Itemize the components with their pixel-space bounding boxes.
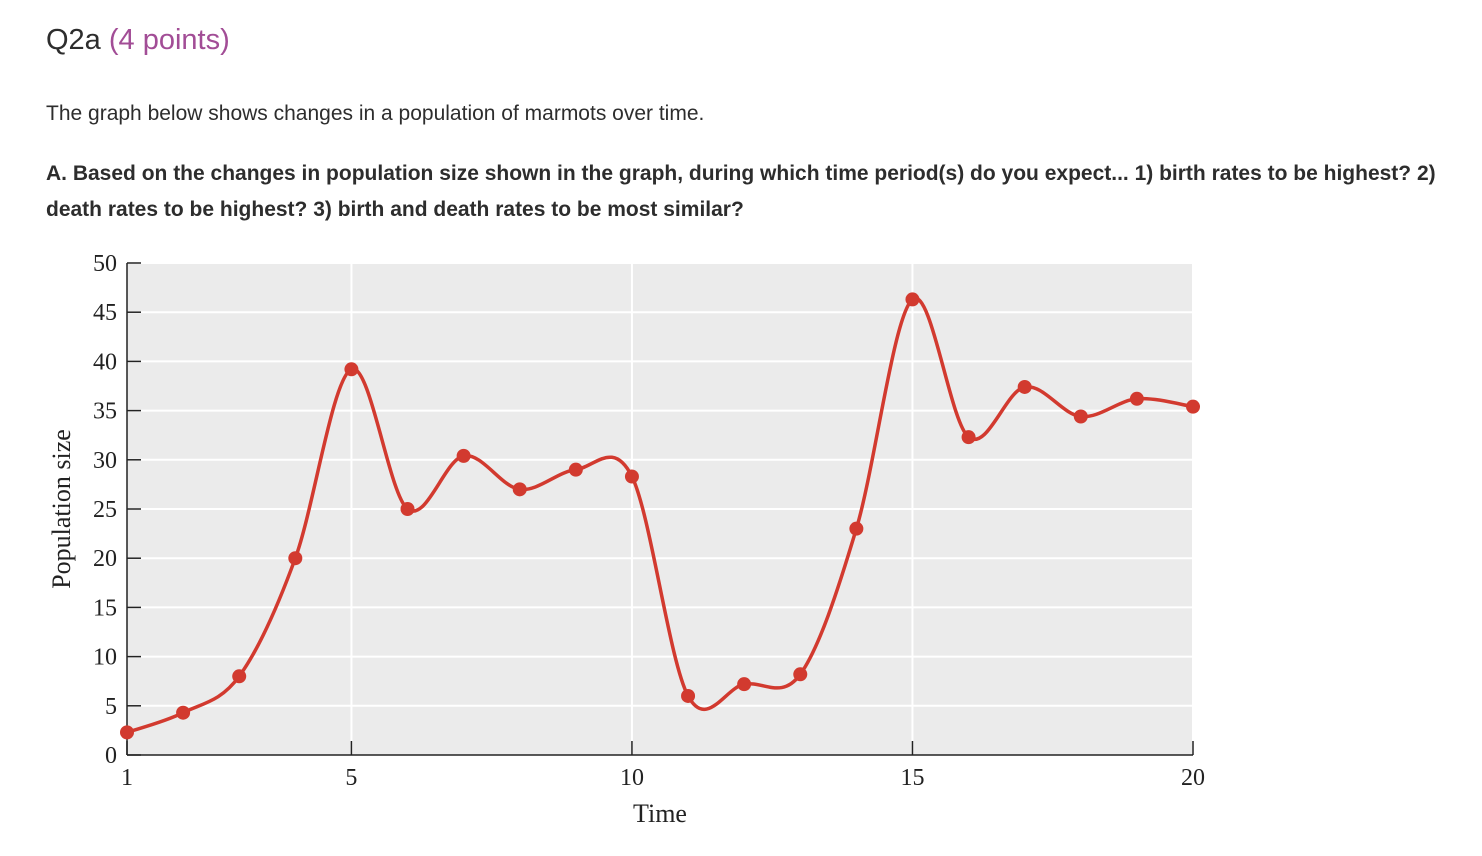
x-axis-label: Time (633, 799, 687, 828)
x-tick-label: 10 (620, 765, 644, 791)
data-point (568, 462, 583, 477)
y-tick-label: 10 (93, 645, 117, 671)
data-point (905, 292, 920, 307)
y-tick-label: 50 (93, 251, 117, 277)
data-point (793, 667, 808, 682)
question-points: (4 points) (108, 24, 230, 56)
y-tick-label: 35 (93, 399, 117, 425)
x-tick-label: 15 (900, 765, 924, 791)
x-tick-label: 5 (345, 765, 357, 791)
x-tick-label: 20 (1181, 765, 1205, 791)
data-point (288, 551, 303, 566)
data-point (849, 521, 864, 536)
y-axis-label: Population size (47, 429, 76, 589)
data-point (1186, 399, 1200, 414)
y-tick-label: 5 (105, 694, 117, 720)
data-point (120, 725, 134, 740)
y-tick-label: 15 (93, 595, 117, 621)
data-point (1073, 409, 1088, 424)
series-line (126, 296, 1194, 735)
data-point (400, 502, 415, 516)
data-point (232, 669, 247, 684)
question-id: Q2a (46, 24, 101, 56)
data-point (1129, 391, 1144, 406)
data-point (1017, 379, 1032, 394)
data-point (624, 469, 639, 484)
data-point (961, 430, 976, 445)
data-point (681, 688, 696, 703)
y-tick-label: 0 (105, 743, 117, 769)
question-intro: The graph below shows changes in a popul… (46, 102, 705, 125)
question-prompt: A. Based on the changes in population si… (46, 162, 1436, 221)
y-tick-label: 45 (93, 300, 117, 326)
data-point (344, 362, 359, 377)
data-point (456, 448, 471, 463)
y-tick-label: 20 (93, 546, 117, 572)
y-tick-label: 30 (93, 448, 117, 474)
data-point (176, 705, 191, 720)
question-header: Q2a (4 points) (46, 20, 230, 60)
y-tick-label: 40 (93, 349, 117, 375)
data-point (512, 482, 527, 497)
data-point (737, 677, 752, 692)
x-tick-label: 1 (121, 765, 133, 791)
y-tick-label: 25 (93, 497, 117, 523)
